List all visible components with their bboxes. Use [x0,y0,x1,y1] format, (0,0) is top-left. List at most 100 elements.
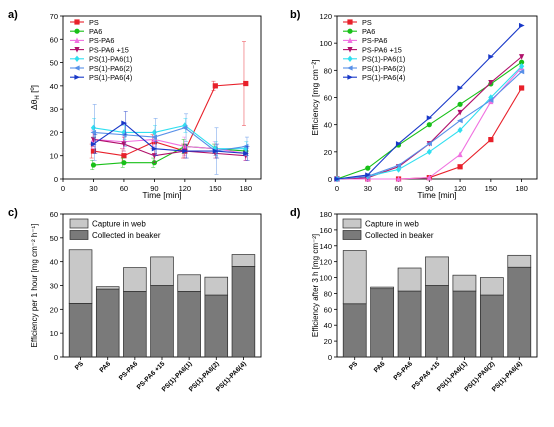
y-tick-label: 50 [50,59,58,68]
chart-panel-c: c) 0 10 20 30 40 50 60 Efficiency per 1 hour [mg… [8,207,262,393]
y-tick-label: 140 [319,242,332,251]
y-tick-label: 40 [50,82,58,91]
x-tick-label: 120 [454,184,467,193]
legend-label: PS-PA6 [89,36,114,45]
bar-segment-collected-in-beaker [342,303,367,358]
x-tick-label: 60 [394,184,402,193]
bar-segment-collected-in-beaker [452,290,477,358]
series-line [93,138,246,154]
x-tick-label: 180 [240,184,253,193]
data-point [457,85,464,91]
bar-segment-capture-in-web [150,256,174,286]
bar-segment-capture-in-web [397,267,422,292]
panel-label: c) [8,207,18,219]
data-point [212,83,218,89]
legend-marker [74,74,80,80]
y-tick-label: 100 [319,39,332,48]
y-tick-label: 40 [50,258,58,267]
data-point [365,165,371,171]
data-point [518,69,525,75]
data-point [457,151,463,158]
series-line [93,124,246,150]
legend-label: PS(1)-PA6(1) [89,55,132,64]
y-tick-label: 30 [50,105,58,114]
x-tick-label: PS [74,360,86,372]
data-point [426,141,432,147]
series-line [93,82,246,157]
series-line [337,87,523,180]
x-tick-label: 180 [515,184,528,193]
legend-marker [347,37,353,43]
data-point [334,176,340,182]
legend-label: PS-PA6 +15 [362,45,402,54]
y-tick-label: 120 [319,12,332,21]
x-tick-label: PA6 [373,360,387,374]
data-point [488,79,494,86]
legend-marker [347,74,353,80]
bar-segment-collected-in-beaker [370,288,395,358]
legend-label: PA6 [362,27,375,36]
y-tick-label: 20 [324,148,332,157]
y-tick-label: 60 [324,94,332,103]
data-point [426,115,433,121]
legend-swatch [342,230,362,240]
series-line [93,127,246,152]
data-point [457,117,463,124]
bar-segment-collected-in-beaker [397,290,422,358]
x-tick-label: 0 [61,184,65,193]
y-tick-label: 40 [324,321,332,330]
x-tick-label: 90 [425,184,433,193]
legend-marker [74,19,80,25]
x-tick-label: 150 [485,184,498,193]
data-point [243,150,249,156]
x-tick-label: 90 [150,184,158,193]
bar-segment-collected-in-beaker [123,291,147,358]
y-tick-label: 180 [319,210,332,219]
series-line [93,122,246,154]
data-point [519,54,525,60]
y-tick-label: 50 [50,234,58,243]
panel-label: d) [290,207,301,219]
legend-marker [347,47,353,53]
legend-marker [74,28,80,34]
chart-panel-d: d) 0 20 40 60 80 100 120 140 160 180 Efficiency aft… [290,207,538,393]
data-point [182,148,188,154]
series-PS(1)-PA6(4) [90,111,250,161]
bar-segment-capture-in-web [231,254,256,267]
data-point [487,97,494,103]
bar-segment-capture-in-web [342,250,367,305]
plot-frame [62,15,262,180]
x-tick-label: 30 [89,184,97,193]
y-tick-label: 100 [319,274,332,283]
x-tick-label: 30 [364,184,372,193]
series-line [93,138,246,157]
legend-label: Capture in web [92,220,146,229]
data-point [519,85,525,91]
y-axis-label: Efficiency per 1 hour [mg cm⁻² h⁻¹] [30,224,39,348]
legend-label: PS(1)-PA6(2) [89,64,132,73]
legend-marker [74,55,80,62]
data-point [212,148,219,154]
legend-label: PA6 [89,27,102,36]
y-tick-label: 60 [324,305,332,314]
x-tick-label: PS [348,360,360,372]
bar-segment-collected-in-beaker [95,288,120,358]
data-point [395,176,402,182]
y-tick-label: 70 [50,12,58,21]
y-tick-label: 10 [50,152,58,161]
x-tick-label: 120 [179,184,192,193]
bar-segment-collected-in-beaker [425,285,449,358]
legend-label: PS(1)-PA6(4) [362,73,405,82]
x-tick-label: PS-PA6 [393,360,415,382]
data-point [519,63,525,70]
y-tick-label: 60 [50,35,58,44]
legend-label: Collected in beaker [365,231,434,240]
bar-segment-capture-in-web [452,274,477,292]
y-tick-label: 120 [319,258,332,267]
data-point [457,164,463,170]
legend-label: PS(1)-PA6(2) [362,64,405,73]
bar-segment-collected-in-beaker [204,294,229,358]
legend-marker [74,47,80,53]
bar-segment-capture-in-web [177,274,201,292]
panel-label: a) [8,9,18,21]
